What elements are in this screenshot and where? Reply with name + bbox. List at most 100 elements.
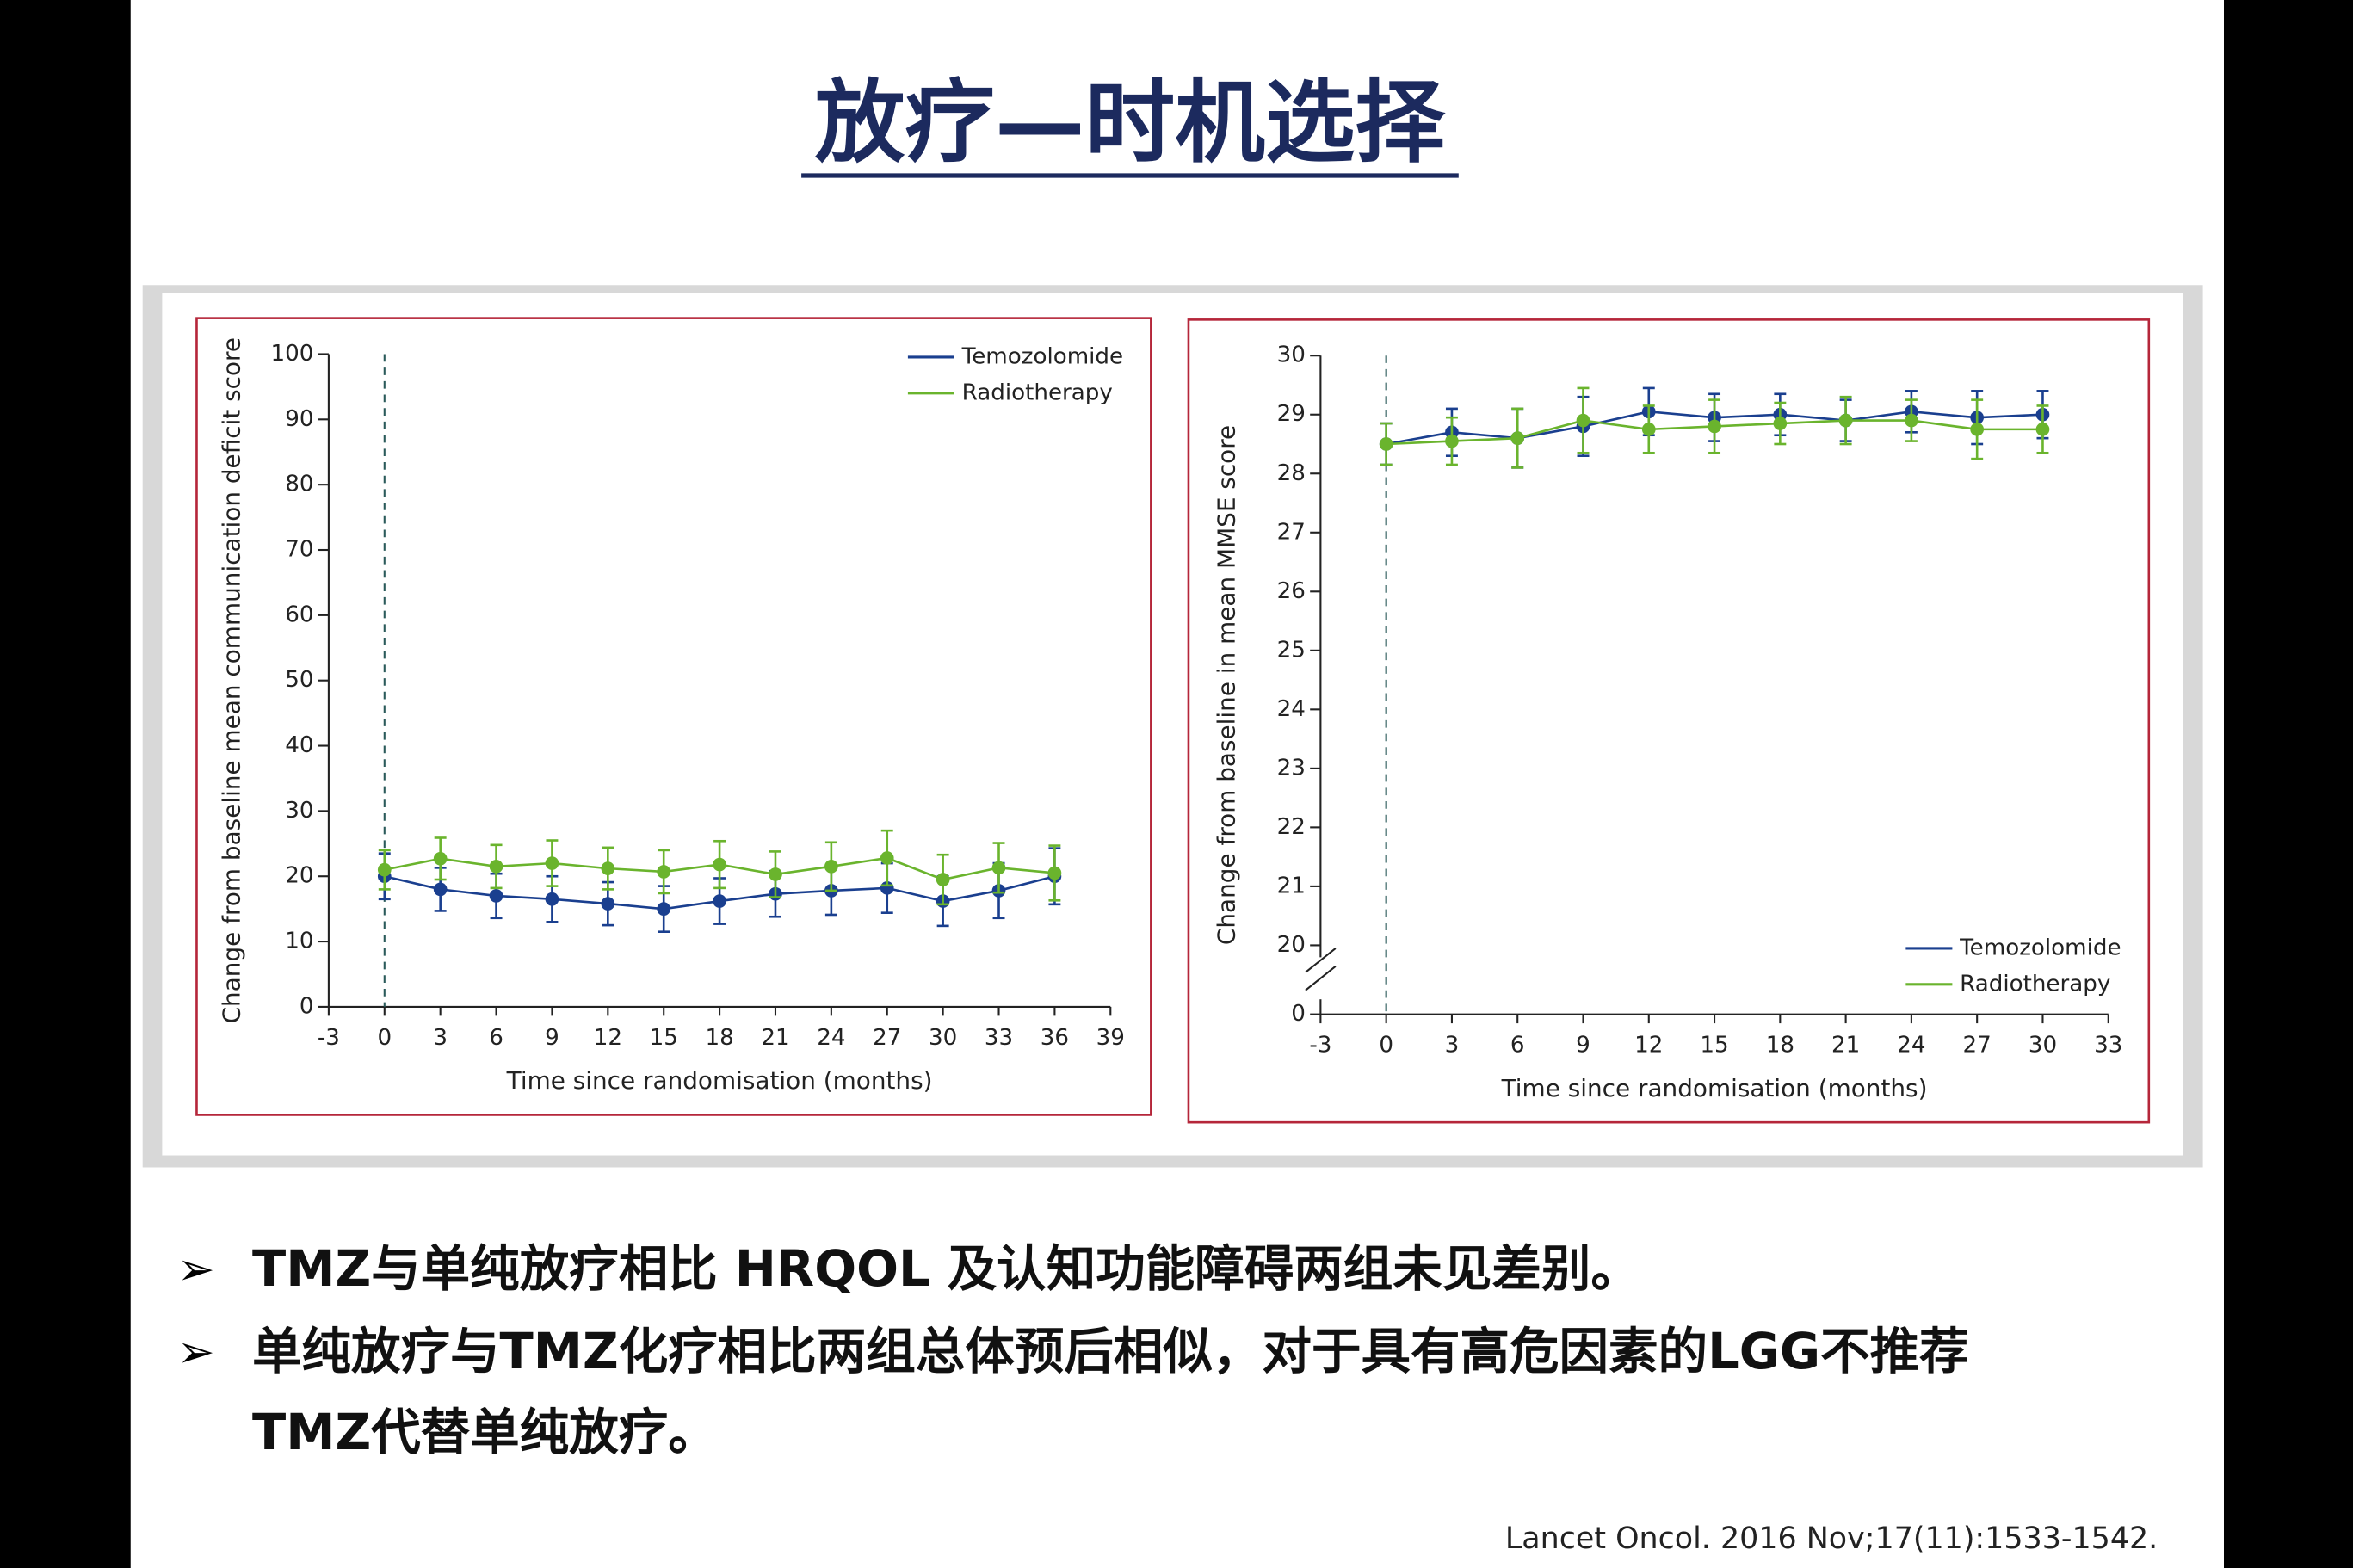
- data-point: [1838, 413, 1853, 428]
- x-tick-label: 21: [1831, 1033, 1860, 1059]
- y-tick-label: 28: [1277, 460, 1306, 486]
- data-point: [880, 851, 894, 865]
- data-point: [713, 857, 726, 872]
- legend-label: Temozolomide: [961, 343, 1123, 369]
- y-tick-label: 100: [271, 341, 314, 367]
- x-tick-label: 33: [985, 1025, 1013, 1051]
- data-point: [377, 862, 392, 877]
- y-axis-label: Change from baseline mean communication …: [217, 337, 245, 1023]
- y-tick-label: 24: [1277, 696, 1306, 722]
- x-tick-label: 18: [705, 1025, 733, 1051]
- y-tick-label: 60: [285, 602, 313, 627]
- x-tick-label: 9: [545, 1025, 559, 1051]
- x-tick-label: 12: [1634, 1033, 1663, 1059]
- y-tick-label: 23: [1277, 755, 1306, 781]
- y-tick-label: 22: [1277, 814, 1306, 840]
- figure-panel: [162, 292, 2183, 1156]
- data-point: [769, 867, 782, 881]
- y-tick-label: 20: [1277, 932, 1306, 958]
- y-tick-label: 80: [285, 472, 313, 497]
- y-tick-label: 0: [300, 993, 314, 1019]
- data-point: [1905, 413, 1918, 428]
- y-tick-label: 30: [1277, 343, 1306, 368]
- x-tick-label: 24: [817, 1025, 845, 1051]
- data-point: [545, 856, 559, 870]
- y-tick-label: 10: [285, 929, 313, 954]
- y-tick-label: 20: [285, 863, 313, 889]
- x-tick-label: 15: [650, 1025, 678, 1051]
- y-tick-label: 90: [285, 406, 313, 432]
- data-point: [433, 882, 448, 897]
- y-tick-label: 50: [285, 667, 313, 693]
- y-tick-label: 70: [285, 537, 313, 563]
- data-point: [657, 902, 671, 916]
- x-tick-label: 30: [2029, 1033, 2057, 1059]
- x-tick-label: 9: [1576, 1033, 1590, 1059]
- y-tick-label: 40: [285, 732, 313, 758]
- data-point: [601, 897, 615, 911]
- x-tick-label: 12: [594, 1025, 622, 1051]
- x-tick-label: 6: [1510, 1033, 1525, 1059]
- y-tick-label: 30: [285, 798, 313, 824]
- data-point: [1641, 423, 1656, 436]
- x-axis-label: Time since randomisation (months): [506, 1066, 933, 1095]
- chart-frame: [1187, 318, 2151, 1124]
- slide-title: 放疗—时机选择: [815, 71, 1447, 176]
- x-tick-label: 27: [873, 1025, 901, 1051]
- bullet-text: TMZ与单纯放疗相比 HRQOL 及认知功能障碍两组未见差别。: [252, 1240, 1640, 1298]
- x-tick-label: 0: [377, 1025, 392, 1051]
- bullet-text: TMZ代替单纯放疗。: [252, 1404, 718, 1461]
- data-point: [2035, 423, 2050, 436]
- data-point: [1576, 413, 1590, 428]
- x-tick-label: 21: [761, 1025, 789, 1051]
- y-tick-label: 21: [1277, 873, 1306, 898]
- data-point: [1047, 866, 1062, 880]
- axis-break: [1305, 966, 1337, 991]
- y-tick-label: 27: [1277, 519, 1306, 545]
- y-tick-label: 26: [1277, 578, 1306, 604]
- legend-label: Temozolomide: [1959, 935, 2121, 960]
- y-tick-label: 0: [1291, 1001, 1306, 1027]
- data-point: [1708, 419, 1721, 434]
- citation: Lancet Oncol. 2016 Nov;17(11):1533-1542.: [1505, 1522, 2158, 1556]
- data-point: [601, 861, 615, 875]
- x-tick-label: 30: [929, 1025, 957, 1051]
- data-point: [991, 861, 1006, 875]
- data-point: [1445, 434, 1459, 448]
- y-tick-label: 29: [1277, 401, 1306, 427]
- bullet-marker: ➢: [177, 1325, 215, 1378]
- data-point: [1970, 423, 1985, 436]
- y-tick-label: 25: [1277, 637, 1306, 663]
- data-point: [1773, 417, 1788, 430]
- data-point: [1379, 437, 1393, 451]
- data-point: [545, 892, 559, 906]
- legend-label: Radiotherapy: [962, 380, 1113, 405]
- data-point: [936, 873, 950, 886]
- x-tick-label: 15: [1700, 1033, 1728, 1059]
- x-tick-label: -3: [1309, 1033, 1331, 1059]
- axis-break: [1305, 948, 1337, 973]
- x-axis-label: Time since randomisation (months): [1501, 1074, 1928, 1102]
- x-tick-label: 3: [433, 1025, 448, 1051]
- x-tick-label: 18: [1766, 1033, 1794, 1059]
- x-tick-label: 24: [1897, 1033, 1925, 1059]
- data-point: [433, 851, 448, 866]
- data-point: [489, 860, 503, 874]
- legend-label: Radiotherapy: [1960, 971, 2110, 997]
- data-point: [1510, 431, 1525, 445]
- x-tick-label: 3: [1445, 1033, 1460, 1059]
- chart-frame: [195, 317, 1152, 1116]
- x-tick-label: 39: [1096, 1025, 1125, 1051]
- y-axis-label: Change from baseline in mean MMSE score: [1212, 425, 1240, 945]
- data-point: [713, 894, 726, 908]
- x-tick-label: 33: [2094, 1033, 2122, 1059]
- x-tick-label: 36: [1041, 1025, 1069, 1051]
- x-tick-label: 27: [1963, 1033, 1992, 1059]
- bullet-marker: ➢: [177, 1244, 215, 1296]
- x-tick-label: 0: [1379, 1033, 1393, 1059]
- bullet-text: 单纯放疗与TMZ化疗相比两组总体预后相似，对于具有高危因素的LGG不推荐: [252, 1323, 1969, 1380]
- data-point: [489, 889, 503, 903]
- x-tick-label: 6: [489, 1025, 503, 1051]
- data-point: [657, 865, 671, 879]
